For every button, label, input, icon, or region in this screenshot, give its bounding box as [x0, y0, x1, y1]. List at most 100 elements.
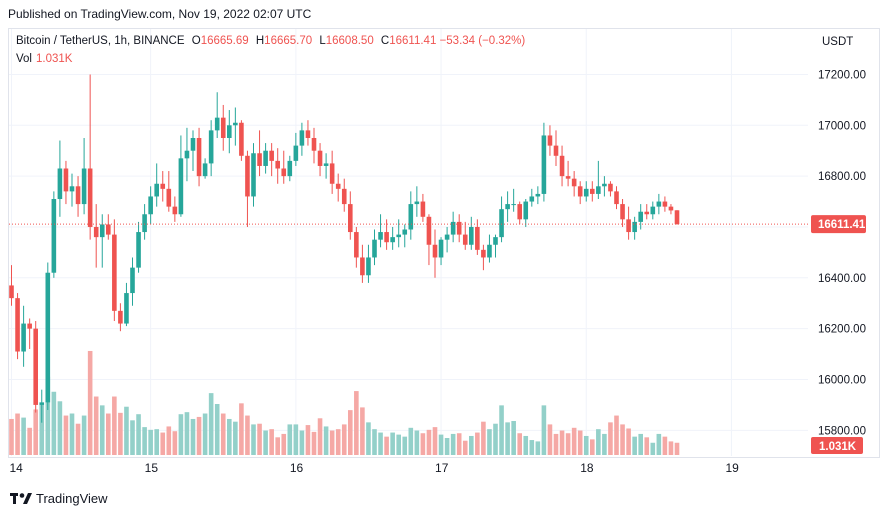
candle-body [81, 168, 87, 205]
candle-body [590, 188, 595, 194]
volume-bar [93, 396, 99, 455]
published-note: Published on TradingView.com, Nov 19, 20… [8, 7, 312, 21]
candle-body [390, 237, 395, 243]
candle-body [396, 234, 401, 238]
close-label: C [380, 35, 390, 47]
tradingview-logo-icon [10, 492, 32, 504]
candle-body [475, 226, 480, 250]
candle-body [69, 186, 75, 192]
volume-bar [341, 424, 347, 455]
candle-body [668, 206, 674, 211]
volume-value: 1.031K [36, 53, 73, 65]
volume-bar [57, 401, 63, 455]
close-value: 16611.41 [389, 35, 437, 47]
candle-body [214, 117, 220, 131]
candle-body [136, 232, 141, 268]
candle-body [620, 204, 625, 220]
volume-bar [511, 421, 516, 455]
symbol-title: Bitcoin / TetherUS, 1h, BINANCE [16, 35, 185, 47]
x-tick-label: 19 [725, 461, 739, 475]
candle-body [329, 163, 335, 184]
candle-body [505, 204, 510, 210]
candle-body [112, 234, 117, 311]
volume-bar [154, 429, 159, 455]
candle-body [608, 183, 613, 192]
volume-bar [124, 406, 129, 455]
volume-bar [214, 404, 220, 455]
candle-body [305, 130, 311, 138]
candle-body [571, 178, 577, 187]
x-tick-label: 15 [145, 461, 159, 475]
volume-bar [136, 414, 141, 455]
candle-body [529, 196, 535, 202]
volume-bar [553, 433, 559, 455]
candle-body [275, 160, 280, 169]
candle-body [523, 201, 529, 220]
y-tick-label: 15800.00 [818, 425, 866, 437]
candle-body [263, 150, 268, 166]
volume-bar [590, 439, 595, 455]
candle-body [559, 155, 565, 177]
candle-body [366, 257, 371, 276]
candle-body [517, 204, 522, 220]
candle-body [602, 183, 607, 187]
volume-bar [311, 431, 317, 455]
candle-body [75, 186, 81, 205]
volume-bars [9, 350, 680, 455]
price-legend: Bitcoin / TetherUS, 1h, BINANCE O16665.6… [16, 35, 525, 47]
volume-bar [360, 407, 365, 455]
candle-body [124, 293, 129, 324]
volume-bar [208, 393, 214, 455]
volume-bar [160, 432, 166, 455]
volume-bar [420, 433, 426, 455]
candle-body [456, 221, 462, 235]
volume-bar [390, 432, 395, 455]
candle-body [311, 137, 317, 151]
volume-bar [269, 429, 274, 455]
candle-body [541, 135, 547, 194]
volume-bar [632, 436, 637, 455]
volume-bar [166, 426, 172, 455]
candle-body [650, 206, 656, 215]
tradingview-brand[interactable]: TradingView [10, 491, 108, 506]
candle-body [87, 168, 93, 227]
candle-body [130, 267, 135, 294]
volume-bar [299, 430, 305, 455]
volume-bar [487, 429, 492, 455]
candle-body [160, 183, 166, 189]
volume-bar [184, 412, 190, 455]
volume-bar [517, 433, 522, 455]
y-tick-label: 16800.00 [818, 171, 866, 183]
candle-body [462, 234, 468, 245]
volume-bar [638, 433, 643, 455]
candle-body [360, 257, 365, 276]
volume-bar [118, 412, 123, 455]
candle-body [614, 191, 619, 205]
volume-bar [317, 418, 323, 455]
volume-bar [130, 420, 135, 455]
candle-body [414, 201, 420, 205]
volume-bar [674, 442, 680, 455]
candle-body [444, 234, 450, 240]
candle-body [553, 145, 559, 156]
candle-body [632, 221, 637, 233]
candle-body [341, 188, 347, 205]
volume-bar [220, 413, 226, 455]
candle-body [202, 163, 208, 177]
volume-bar [378, 432, 383, 455]
open-value: 16665.69 [200, 35, 249, 47]
candle-body [408, 204, 414, 230]
candle-body [565, 176, 571, 179]
candle-body [323, 163, 329, 166]
volume-bar [620, 424, 625, 455]
candle-body [148, 196, 153, 215]
candle-body [239, 122, 244, 156]
volume-bar [493, 423, 498, 455]
candle-body [233, 122, 238, 126]
candle-body [9, 285, 14, 299]
volume-bar [626, 428, 631, 455]
candle-body [99, 224, 105, 238]
candle-body [583, 188, 589, 197]
candle-body [196, 137, 202, 177]
